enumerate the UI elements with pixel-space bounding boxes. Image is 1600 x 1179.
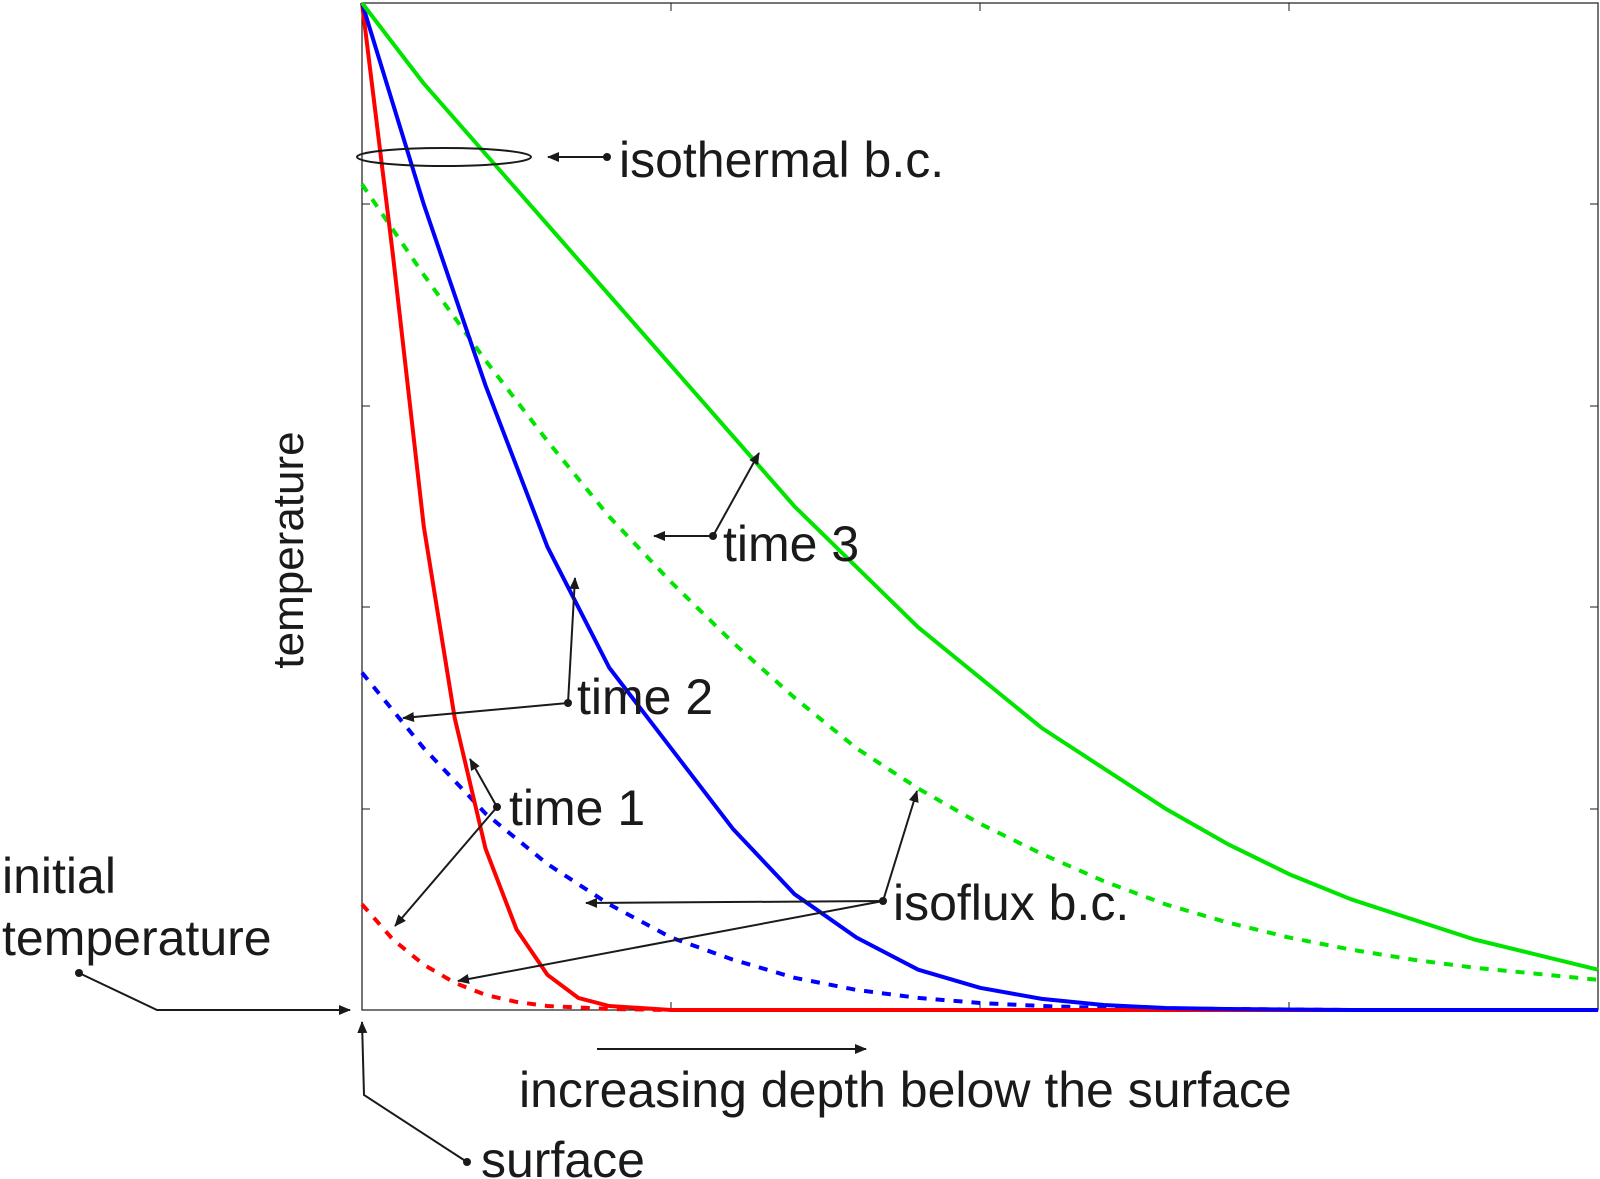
time1-arrow-solid — [469, 758, 498, 808]
series-line-isothermal-time-3 — [360, 1, 1599, 972]
series-line-isoflux-time-2 — [360, 671, 1598, 1012]
time2-arrow-solid — [567, 577, 580, 704]
series-layer — [360, 1, 1599, 1012]
time2-label: time 2 — [577, 669, 713, 725]
time1-dot — [493, 803, 501, 811]
isothermal-ellipse — [356, 147, 532, 167]
isothermal-label: isothermal b.c. — [619, 132, 944, 188]
series-line-isoflux-time-3 — [360, 183, 1599, 982]
isoflux-label: isoflux b.c. — [893, 875, 1129, 931]
time3-label: time 3 — [723, 516, 859, 572]
time2-arrow-dashed — [402, 702, 569, 722]
isoflux-arrow-blue — [585, 897, 884, 908]
annotations — [75, 147, 919, 1166]
initial-temperature-dot — [75, 969, 83, 977]
isoflux-arrow-red — [457, 900, 884, 984]
time2-dot — [564, 699, 572, 707]
surface-arrow — [357, 1021, 468, 1163]
time1-label: time 1 — [509, 780, 645, 836]
time1-arrow-dashed — [394, 806, 498, 927]
time3-arrow-solid — [712, 452, 760, 537]
isoflux-dot — [879, 897, 887, 905]
initial-label-line1: initial — [2, 848, 116, 904]
series-line-isothermal-time-2 — [360, 2, 1598, 1012]
isoflux-arrow-green — [882, 790, 919, 902]
x-axis-label: increasing depth below the surface — [519, 1062, 1292, 1118]
y-axis-label: temperature — [264, 431, 313, 668]
series-line-isothermal-time-1 — [360, 2, 1598, 1012]
plot-frame — [361, 2, 1599, 1011]
initial-label-line2: temperature — [2, 910, 272, 966]
tick-marks — [362, 3, 1598, 1010]
time3-dot — [709, 532, 717, 540]
surface-label: surface — [481, 1132, 645, 1179]
isothermal-dot — [603, 153, 611, 161]
surface-dot — [463, 1158, 471, 1166]
initial-temperature-arrow — [78, 972, 351, 1015]
